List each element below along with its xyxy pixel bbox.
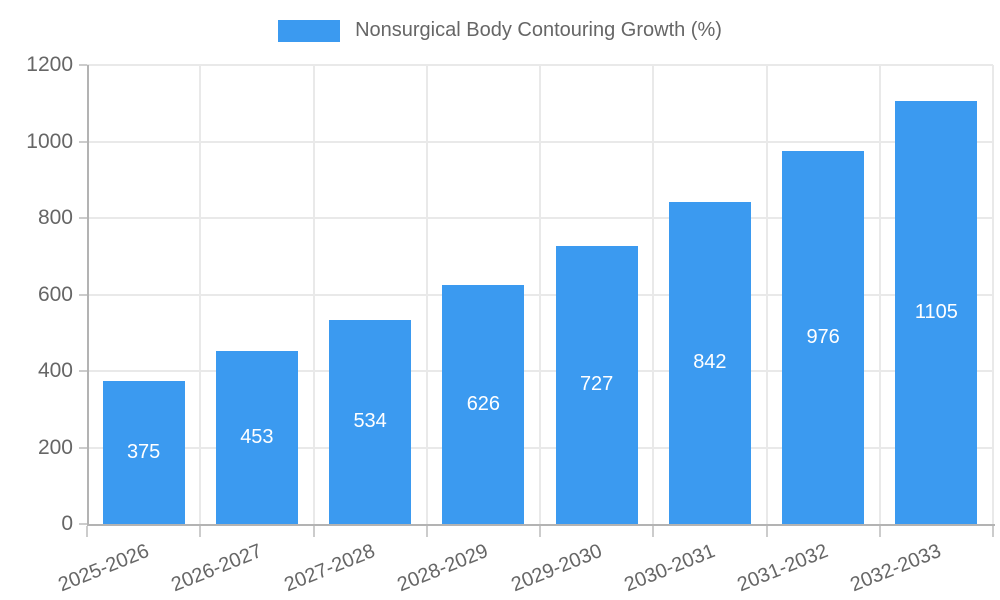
y-tick-label: 1200 (26, 53, 73, 76)
bar-value-label: 1105 (914, 301, 958, 324)
y-tick-label: 600 (37, 282, 73, 306)
bar-value-label: 727 (579, 373, 614, 396)
legend-swatch (278, 19, 341, 42)
gridline-vertical (765, 65, 768, 524)
bar-value-label: 976 (806, 325, 840, 348)
y-tick-label: 200 (37, 435, 73, 459)
y-axis-tick (79, 293, 87, 296)
bar: 626 (442, 284, 525, 524)
x-axis-tick (86, 526, 88, 537)
bar: 976 (782, 150, 865, 524)
x-axis-tick (878, 526, 881, 537)
bar-value-label: 626 (466, 392, 501, 415)
gridline-vertical (312, 65, 315, 524)
gridline-vertical (652, 65, 655, 524)
y-axis-tick (79, 217, 87, 219)
y-axis-tick (79, 64, 87, 66)
x-axis-tick (765, 526, 768, 537)
bar: 1105 (895, 101, 978, 524)
y-tick-label: 800 (37, 206, 73, 229)
legend-label: Nonsurgical Body Contouring Growth (%) (355, 19, 722, 41)
bar-value-label: 453 (240, 425, 274, 448)
bar-value-label: 375 (126, 440, 161, 463)
bar: 727 (555, 245, 638, 524)
bar-value-label: 534 (353, 410, 387, 433)
gridline-vertical (199, 65, 202, 524)
x-axis-tick (199, 526, 202, 537)
plot-area (87, 65, 995, 526)
y-axis-tick (79, 140, 87, 143)
gridline-vertical (878, 65, 881, 524)
y-tick-label: 1000 (26, 129, 73, 153)
y-tick-label: 400 (37, 359, 73, 382)
y-tick-label: 0 (61, 512, 73, 535)
bar: 534 (329, 319, 412, 524)
gridline-vertical (992, 65, 994, 524)
gridline-vertical (539, 65, 541, 524)
x-axis-tick (652, 526, 655, 537)
bar: 453 (215, 350, 298, 524)
gridline-vertical (425, 65, 428, 524)
bar-value-label: 842 (693, 351, 727, 374)
y-axis-tick (79, 370, 87, 372)
legend: Nonsurgical Body Contouring Growth (%) (0, 19, 1000, 42)
x-axis-tick (539, 526, 541, 537)
bar: 375 (102, 380, 185, 524)
y-axis-tick (79, 523, 87, 525)
x-axis-tick (992, 526, 994, 537)
y-axis-tick (79, 446, 87, 449)
x-axis-tick (425, 526, 428, 537)
x-axis-tick (312, 526, 315, 537)
bar: 842 (668, 201, 751, 524)
